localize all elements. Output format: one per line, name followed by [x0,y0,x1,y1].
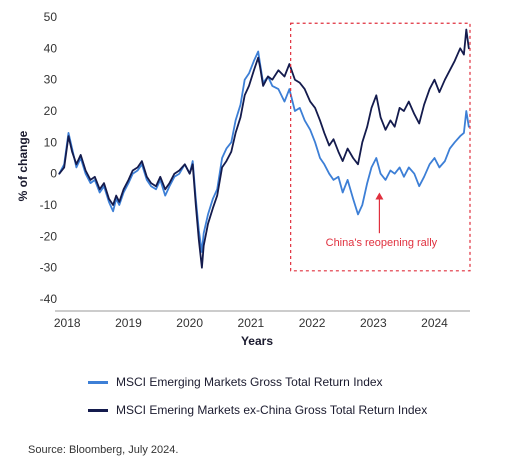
y-tick-label: -20 [40,229,58,243]
y-tick-label: 10 [44,135,58,149]
y-axis-ticks: 50 40 30 20 10 0 -10 -20 -30 -40 [40,10,58,306]
x-tick-label: 2024 [421,316,448,330]
annotation-layer: China's reopening rally [290,22,471,272]
series-line-1 [58,50,470,253]
annotation-arrowhead [375,192,384,200]
y-tick-label: 40 [44,41,58,55]
y-tick-label: 50 [44,10,58,24]
y-tick-label: -40 [40,292,58,306]
x-tick-label: 2021 [238,316,265,330]
x-tick-label: 2023 [360,316,387,330]
legend-label: MSCI Emerging Markets Gross Total Return… [116,375,383,389]
x-tick-label: 2020 [176,316,203,330]
y-tick-label: -10 [40,198,58,212]
x-tick-label: 2018 [54,316,81,330]
legend-label: MSCI Emering Markets ex-China Gross Tota… [116,403,428,417]
series-layer [58,28,470,269]
y-tick-label: 0 [50,167,57,181]
y-tick-label: 20 [44,104,58,118]
annotation-label: China's reopening rally [326,237,438,249]
x-tick-label: 2022 [299,316,326,330]
legend-swatch-navy [88,408,108,412]
x-axis-ticks: 2018 2019 2020 2021 2022 2023 2024 [54,316,448,330]
series-line-2 [58,28,470,269]
x-tick-label: 2019 [115,316,142,330]
legend-item-msci-em-ex-china: MSCI Emering Markets ex-China Gross Tota… [88,403,427,417]
legend-swatch-light-blue [88,380,108,384]
y-tick-label: 30 [44,73,58,87]
legend-item-msci-em: MSCI Emerging Markets Gross Total Return… [88,375,383,389]
source-note: Source: Bloomberg, July 2024. [28,444,179,456]
y-axis-title: % of change [16,130,30,201]
highlight-box [290,22,471,272]
y-tick-label: -30 [40,261,58,275]
x-axis-title: Years [241,334,273,348]
